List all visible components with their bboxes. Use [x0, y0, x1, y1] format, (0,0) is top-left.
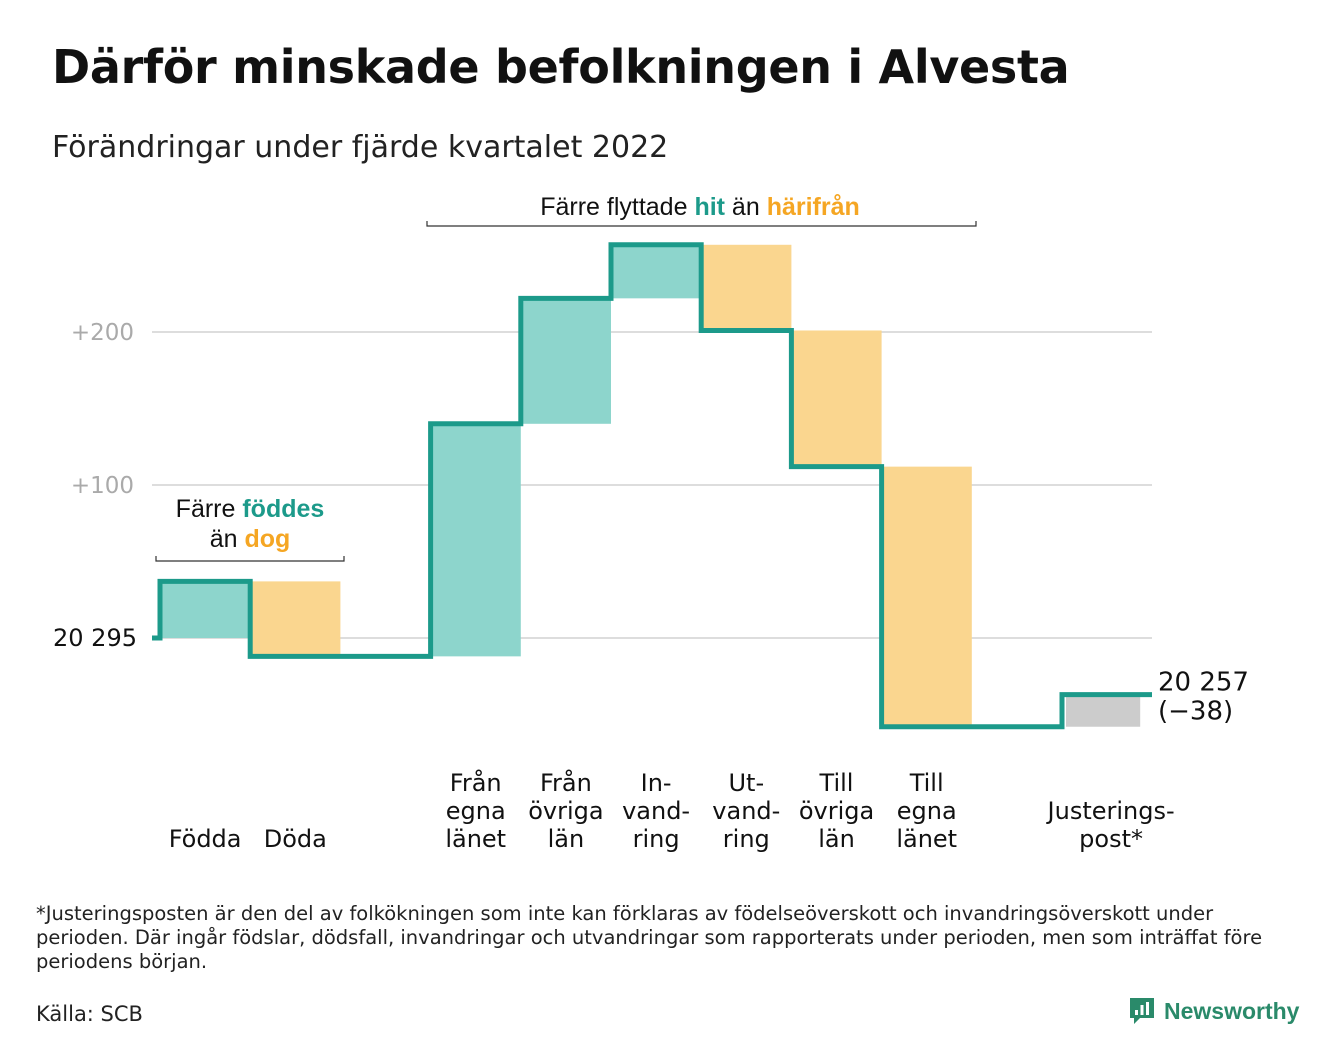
chart-subtitle: Förändringar under fjärde kvartalet 2022 — [52, 130, 669, 165]
chart-title: Därför minskade befolkningen i Alvesta — [52, 40, 1070, 94]
step-line — [152, 242, 1152, 730]
y-tick-label: +100 — [71, 473, 134, 499]
births-annotation-bracket — [155, 556, 345, 562]
category-label: länet — [896, 825, 957, 853]
bar-decrease — [791, 330, 882, 467]
category-label: post* — [1079, 825, 1143, 853]
start-value-label: 20 295 — [53, 624, 137, 652]
category-label: Justerings- — [1046, 797, 1175, 825]
category-label: vand- — [712, 797, 780, 825]
footnote: *Justeringsposten är den del av folkökni… — [36, 902, 1263, 973]
category-label: övriga — [528, 797, 603, 825]
category-label: övriga — [799, 797, 874, 825]
category-label: egna — [897, 797, 957, 825]
births-annotation-text: än dog — [210, 525, 291, 553]
category-label: vand- — [622, 797, 690, 825]
y-tick-label: +200 — [71, 320, 134, 346]
brand-logo[interactable]: Newsworthy — [1128, 996, 1299, 1026]
category-label: Döda — [264, 825, 327, 853]
category-label: ring — [723, 825, 770, 853]
bar-increase — [520, 298, 611, 424]
bar-increase — [430, 423, 521, 657]
end-change-label: (−38) — [1158, 697, 1233, 727]
category-label: egna — [446, 797, 506, 825]
category-label: ring — [633, 825, 680, 853]
bar-decrease — [250, 581, 341, 657]
bar-decrease — [701, 244, 792, 331]
bar-adjustment — [1066, 694, 1141, 727]
category-label: länet — [445, 825, 506, 853]
bar-increase — [611, 244, 702, 299]
category-label: Från — [450, 768, 502, 797]
category-label: län — [548, 825, 585, 853]
births-annotation-text: Färre föddes — [176, 495, 325, 523]
source-label: Källa: SCB — [36, 1002, 143, 1026]
newsworthy-logo-icon — [1130, 998, 1154, 1024]
category-label: Ut- — [728, 769, 764, 797]
category-label: Till — [819, 769, 854, 797]
category-label: In- — [641, 769, 672, 797]
moves-annotation-bracket — [426, 221, 977, 227]
category-label: Födda — [169, 825, 242, 853]
category-label: Till — [909, 769, 944, 797]
category-label: län — [818, 825, 855, 853]
category-label: Från — [540, 768, 592, 797]
brand-name: Newsworthy — [1164, 997, 1300, 1024]
moves-annotation-text: Färre flyttade hit än härifrån — [540, 193, 860, 221]
bar-decrease — [881, 466, 972, 727]
end-value-label: 20 257 — [1158, 668, 1249, 698]
bar-increase — [160, 581, 251, 638]
